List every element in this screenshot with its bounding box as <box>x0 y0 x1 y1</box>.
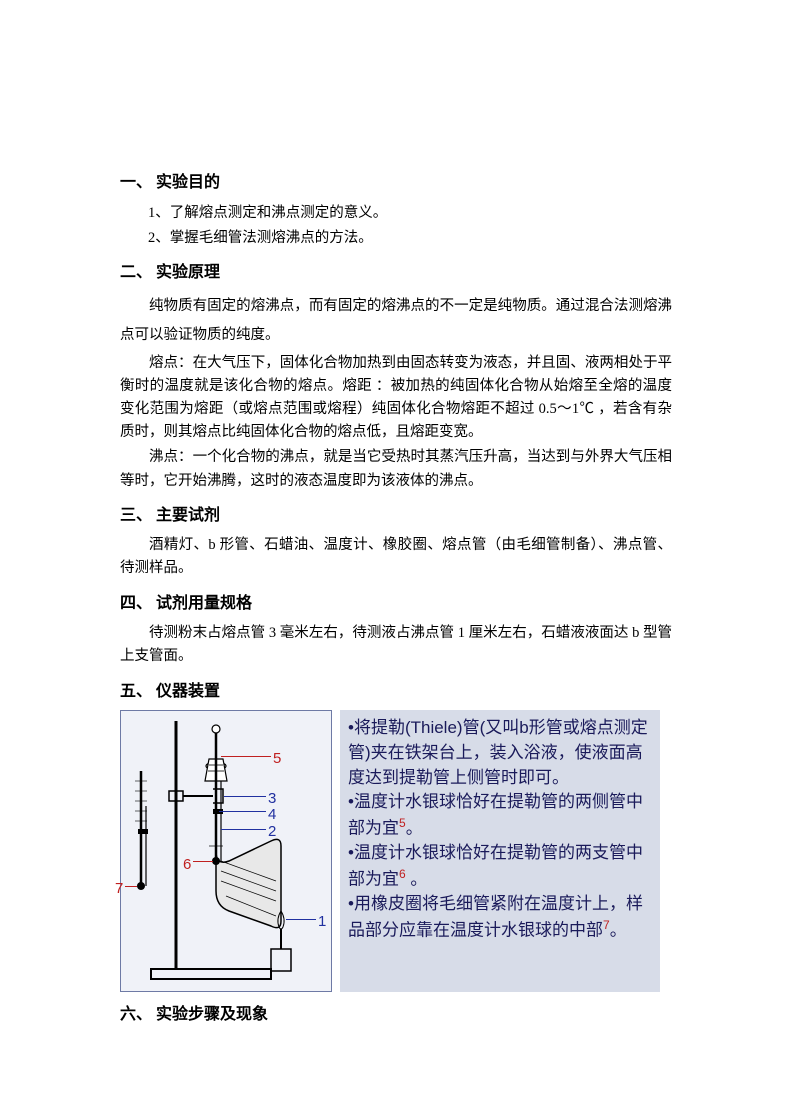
figure-caption-panel: •将提勒(Thiele)管(又叫b形管或熔点测定管)夹在铁架台上，装入浴液，使液… <box>340 710 660 992</box>
diagram-label-5: 5 <box>273 747 281 771</box>
paragraph: 沸点：一个化合物的沸点，就是当它受热时其蒸汽压升高，当达到与外界大气压相等时，它… <box>120 446 672 492</box>
caption-bullet: •用橡皮圈将毛细管紧附在温度计上，样品部分应靠在温度计水银球的中部7。 <box>348 892 652 943</box>
paragraph: 熔点：在大气压下，固体化合物加热到由固态转变为液态，并且固、液两相处于平衡时的温… <box>120 352 672 445</box>
document-page: 一、 实验目的 1、了解熔点测定和沸点测定的意义。 2、掌握毛细管法测熔沸点的方… <box>0 0 792 1094</box>
caption-sup: 6 <box>399 867 406 881</box>
leader-line <box>221 756 271 757</box>
heading-s3: 三、 主要试剂 <box>120 503 672 529</box>
paragraph: 待测粉末占熔点管 3 毫米左右，待测液占沸点管 1 厘米左右，石蜡液液面达 b … <box>120 622 672 668</box>
caption-sup: 7 <box>603 918 610 932</box>
list-s1: 1、了解熔点测定和沸点测定的意义。 2、掌握毛细管法测熔沸点的方法。 <box>120 202 672 250</box>
leader-line <box>193 861 213 862</box>
apparatus-svg <box>121 711 331 991</box>
caption-text: 。 <box>406 869 428 888</box>
diagram-label-7: 7 <box>115 877 123 901</box>
leader-line <box>219 811 266 812</box>
caption-text: 。 <box>406 818 423 837</box>
heading-s1: 一、 实验目的 <box>120 170 672 196</box>
heading-s6: 六、 实验步骤及现象 <box>120 1002 672 1028</box>
diagram-label-1: 1 <box>318 910 326 934</box>
paragraph: 酒精灯、b 形管、石蜡油、温度计、橡胶圈、熔点管（由毛细管制备）、沸点管、待测样… <box>120 534 672 580</box>
caption-sup: 5 <box>399 816 406 830</box>
list-item: 1、了解熔点测定和沸点测定的意义。 <box>148 202 672 225</box>
leader-line <box>286 919 316 920</box>
caption-bullet: •温度计水银球恰好在提勒管的两侧管中部为宜5。 <box>348 790 652 841</box>
heading-s4: 四、 试剂用量规格 <box>120 591 672 617</box>
diagram-label-6: 6 <box>183 853 191 877</box>
caption-text: 。 <box>610 920 627 939</box>
caption-bullet: •将提勒(Thiele)管(又叫b形管或熔点测定管)夹在铁架台上，装入浴液，使液… <box>348 716 652 790</box>
apparatus-diagram: 5 3 4 2 6 1 7 <box>120 710 332 992</box>
heading-s5: 五、 仪器装置 <box>120 679 672 705</box>
caption-text: •用橡皮圈将毛细管紧附在温度计上，样品部分应靠在温度计水银球的中部 <box>348 894 643 939</box>
figure-block: 5 3 4 2 6 1 7 •将提勒(Thiele)管(又叫b形管或熔点测定管)… <box>120 710 672 992</box>
leader-line <box>221 829 266 830</box>
list-item: 2、掌握毛细管法测熔沸点的方法。 <box>148 227 672 250</box>
leader-line <box>125 886 137 887</box>
heading-s2: 二、 实验原理 <box>120 260 672 286</box>
caption-text: •温度计水银球恰好在提勒管的两支管中部为宜 <box>348 843 643 888</box>
leader-line <box>224 796 266 797</box>
diagram-label-2: 2 <box>268 820 276 844</box>
caption-bullet: •温度计水银球恰好在提勒管的两支管中部为宜6 。 <box>348 841 652 892</box>
paragraph: 纯物质有固定的熔沸点，而有固定的熔沸点的不一定是纯物质。通过混合法测熔沸点可以验… <box>120 292 672 350</box>
caption-text: •温度计水银球恰好在提勒管的两侧管中部为宜 <box>348 792 643 837</box>
